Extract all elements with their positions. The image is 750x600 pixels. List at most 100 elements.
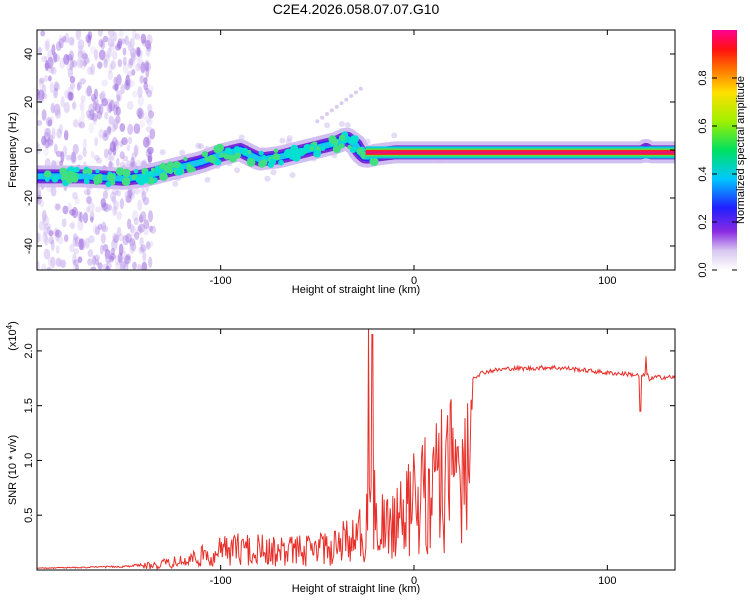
spectrogram-noise-blob	[135, 46, 141, 56]
spectrogram-streak-blob	[315, 119, 320, 124]
spectrogram-noise-blob	[53, 82, 61, 91]
spectrogram-noise-blob	[87, 249, 94, 258]
spectrogram-halo-blob	[279, 137, 286, 144]
spectrogram-noise-blob	[39, 77, 45, 84]
spectrogram-ridge-blob	[319, 145, 326, 151]
spectrogram-noise-blob	[107, 98, 113, 111]
spectrogram-noise-blob	[98, 38, 104, 48]
spectrogram-xtick-label: -100	[210, 275, 232, 287]
spectrogram-noise-blob	[68, 36, 75, 46]
spectrogram-noise-blob	[101, 221, 107, 232]
spectrogram-noise-blob	[139, 75, 144, 84]
spectrogram-noise-blob	[147, 155, 153, 163]
spectrogram-ridge-blob	[233, 146, 241, 153]
spectrogram-noise-blob	[146, 44, 152, 52]
spectrogram-noise-blob	[57, 236, 64, 245]
spectrogram-noise-blob	[122, 235, 129, 246]
spectrogram-noise-blob	[98, 128, 105, 139]
spectrogram-noise-blob	[130, 56, 136, 66]
colorbar-tick-label: 0.8	[697, 70, 709, 85]
spectrogram-noise-blob	[96, 110, 102, 120]
spectrogram-noise-blob	[48, 236, 55, 245]
spectrogram-noise-blob	[143, 82, 149, 91]
spectrogram-ytick-label: -20	[23, 190, 35, 206]
spectrogram-noise-blob	[97, 223, 103, 231]
spectrogram-noise-blob	[47, 256, 53, 267]
spectrogram-noise-blob	[43, 147, 49, 157]
spectrogram-noise-blob	[142, 39, 148, 47]
spectrogram-noise-blob	[133, 123, 141, 135]
spectrogram-noise-blob	[145, 240, 151, 249]
spectrogram-noise-blob	[112, 205, 117, 217]
spectrogram-ridge-blob	[45, 177, 50, 182]
spectrogram-noise-blob	[72, 119, 79, 128]
spectrogram-noise-blob	[45, 116, 52, 127]
spectrogram-noise-blob	[105, 265, 110, 270]
spectrogram-noise-blob	[59, 259, 67, 268]
spectrogram-noise-blob	[132, 90, 138, 98]
spectrogram-ridge-blob	[86, 168, 93, 175]
spectrogram-noise-blob	[55, 257, 62, 267]
snr-ytick-label: 1.5	[23, 398, 35, 413]
spectrogram-noise-blob	[86, 110, 91, 118]
spectrogram-noise-blob	[109, 141, 116, 153]
spectrogram-noise-blob	[136, 47, 141, 57]
spectrogram-noise-blob	[125, 233, 132, 243]
spectrogram-noise-blob	[133, 187, 140, 195]
spectrogram-noise-blob	[70, 153, 77, 164]
spectrogram-ridge-blob	[183, 156, 188, 162]
spectrogram-noise-blob	[147, 146, 154, 155]
spectrogram-noise-blob	[59, 160, 64, 167]
spectrogram-noise-blob	[84, 237, 90, 249]
spectrogram-noise-blob	[110, 191, 116, 202]
spectrogram-noise-blob	[94, 254, 100, 261]
spectrogram-halo-blob	[391, 132, 398, 139]
spectrogram-noise-blob	[77, 219, 84, 231]
spectrogram-noise-blob	[94, 103, 101, 114]
spectrogram-xtick-label: 100	[598, 275, 616, 287]
spectrogram-noise-blob	[118, 243, 124, 256]
spectrogram-ridge-blob	[145, 170, 150, 175]
spectrogram-ridge-blob	[247, 149, 252, 155]
spectrogram-noise-blob	[127, 190, 133, 198]
spectrogram-noise-blob	[74, 196, 80, 205]
spectrogram-ridge-blob	[214, 158, 222, 166]
spectrogram-noise-blob	[44, 235, 49, 246]
snr-frame	[36, 328, 676, 571]
snr-ytick-label: 2.0	[23, 343, 35, 358]
spectrogram-ridge-blob	[159, 172, 168, 181]
spectrogram-noise-blob	[72, 263, 79, 270]
spectrogram-noise-blob	[118, 254, 123, 266]
spectrogram-ridge-blob	[82, 169, 87, 174]
spectrogram-noise-blob	[101, 202, 108, 212]
spectrogram-noise-blob	[140, 244, 147, 253]
colorbar: 0.0 0.2 0.4 0.6 0.8 Normalized spectral ampl…	[697, 30, 747, 278]
spectrogram-noise-blob	[116, 90, 122, 102]
spectrogram-ridge-blob	[246, 158, 256, 167]
spectrogram-noise-blob	[39, 199, 44, 208]
spectrogram-halo-blob	[198, 143, 204, 150]
spectrogram-noise-blob	[85, 87, 92, 97]
spectrogram-noise-blob	[102, 35, 109, 43]
spectrogram-noise-blob	[83, 57, 90, 64]
spectrogram-noise-blob	[75, 264, 79, 270]
spectrogram-noise-blob	[137, 110, 143, 120]
spectrogram-noise-blob	[79, 211, 83, 223]
spectrogram-noise-blob	[63, 102, 70, 114]
spectrogram-halo-blob	[108, 155, 115, 162]
spectrogram-noise-blob	[103, 148, 109, 158]
spectrogram-noise-blob	[146, 135, 152, 146]
spectrogram-noise-blob	[82, 147, 87, 158]
spectrogram-noise-blob	[92, 224, 100, 235]
spectrogram-noise-blob	[63, 130, 69, 141]
spectrogram-noise-blob	[37, 143, 41, 155]
colorbar-gradient	[712, 30, 737, 270]
spectrogram-ticks: -100 0 100 -40 -20 0 20 40	[23, 30, 675, 287]
spectrogram-noise-blob	[109, 99, 115, 112]
spectrogram-noise-blob	[127, 78, 132, 85]
spectrogram-noise-blob	[94, 255, 99, 265]
spectrogram-noise-blob	[107, 36, 115, 48]
spectrogram-noise-blob	[70, 81, 76, 90]
spectrogram-noise-blob	[129, 38, 135, 49]
spectrogram-streak-blob	[349, 94, 354, 98]
